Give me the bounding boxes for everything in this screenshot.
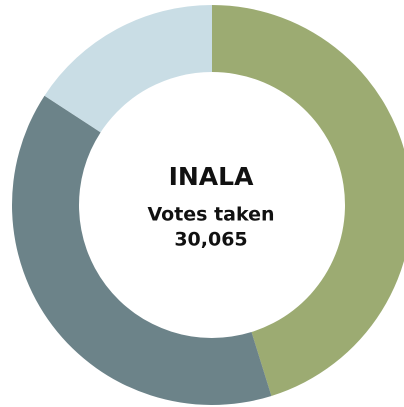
donut [11, 5, 404, 405]
center-total: 30,065 [174, 229, 247, 251]
donut-segment [212, 5, 404, 396]
center-title: INALA [169, 162, 255, 191]
donut-segment [11, 95, 272, 405]
center-subtitle: Votes taken [147, 204, 274, 226]
donut-segment [44, 5, 213, 133]
